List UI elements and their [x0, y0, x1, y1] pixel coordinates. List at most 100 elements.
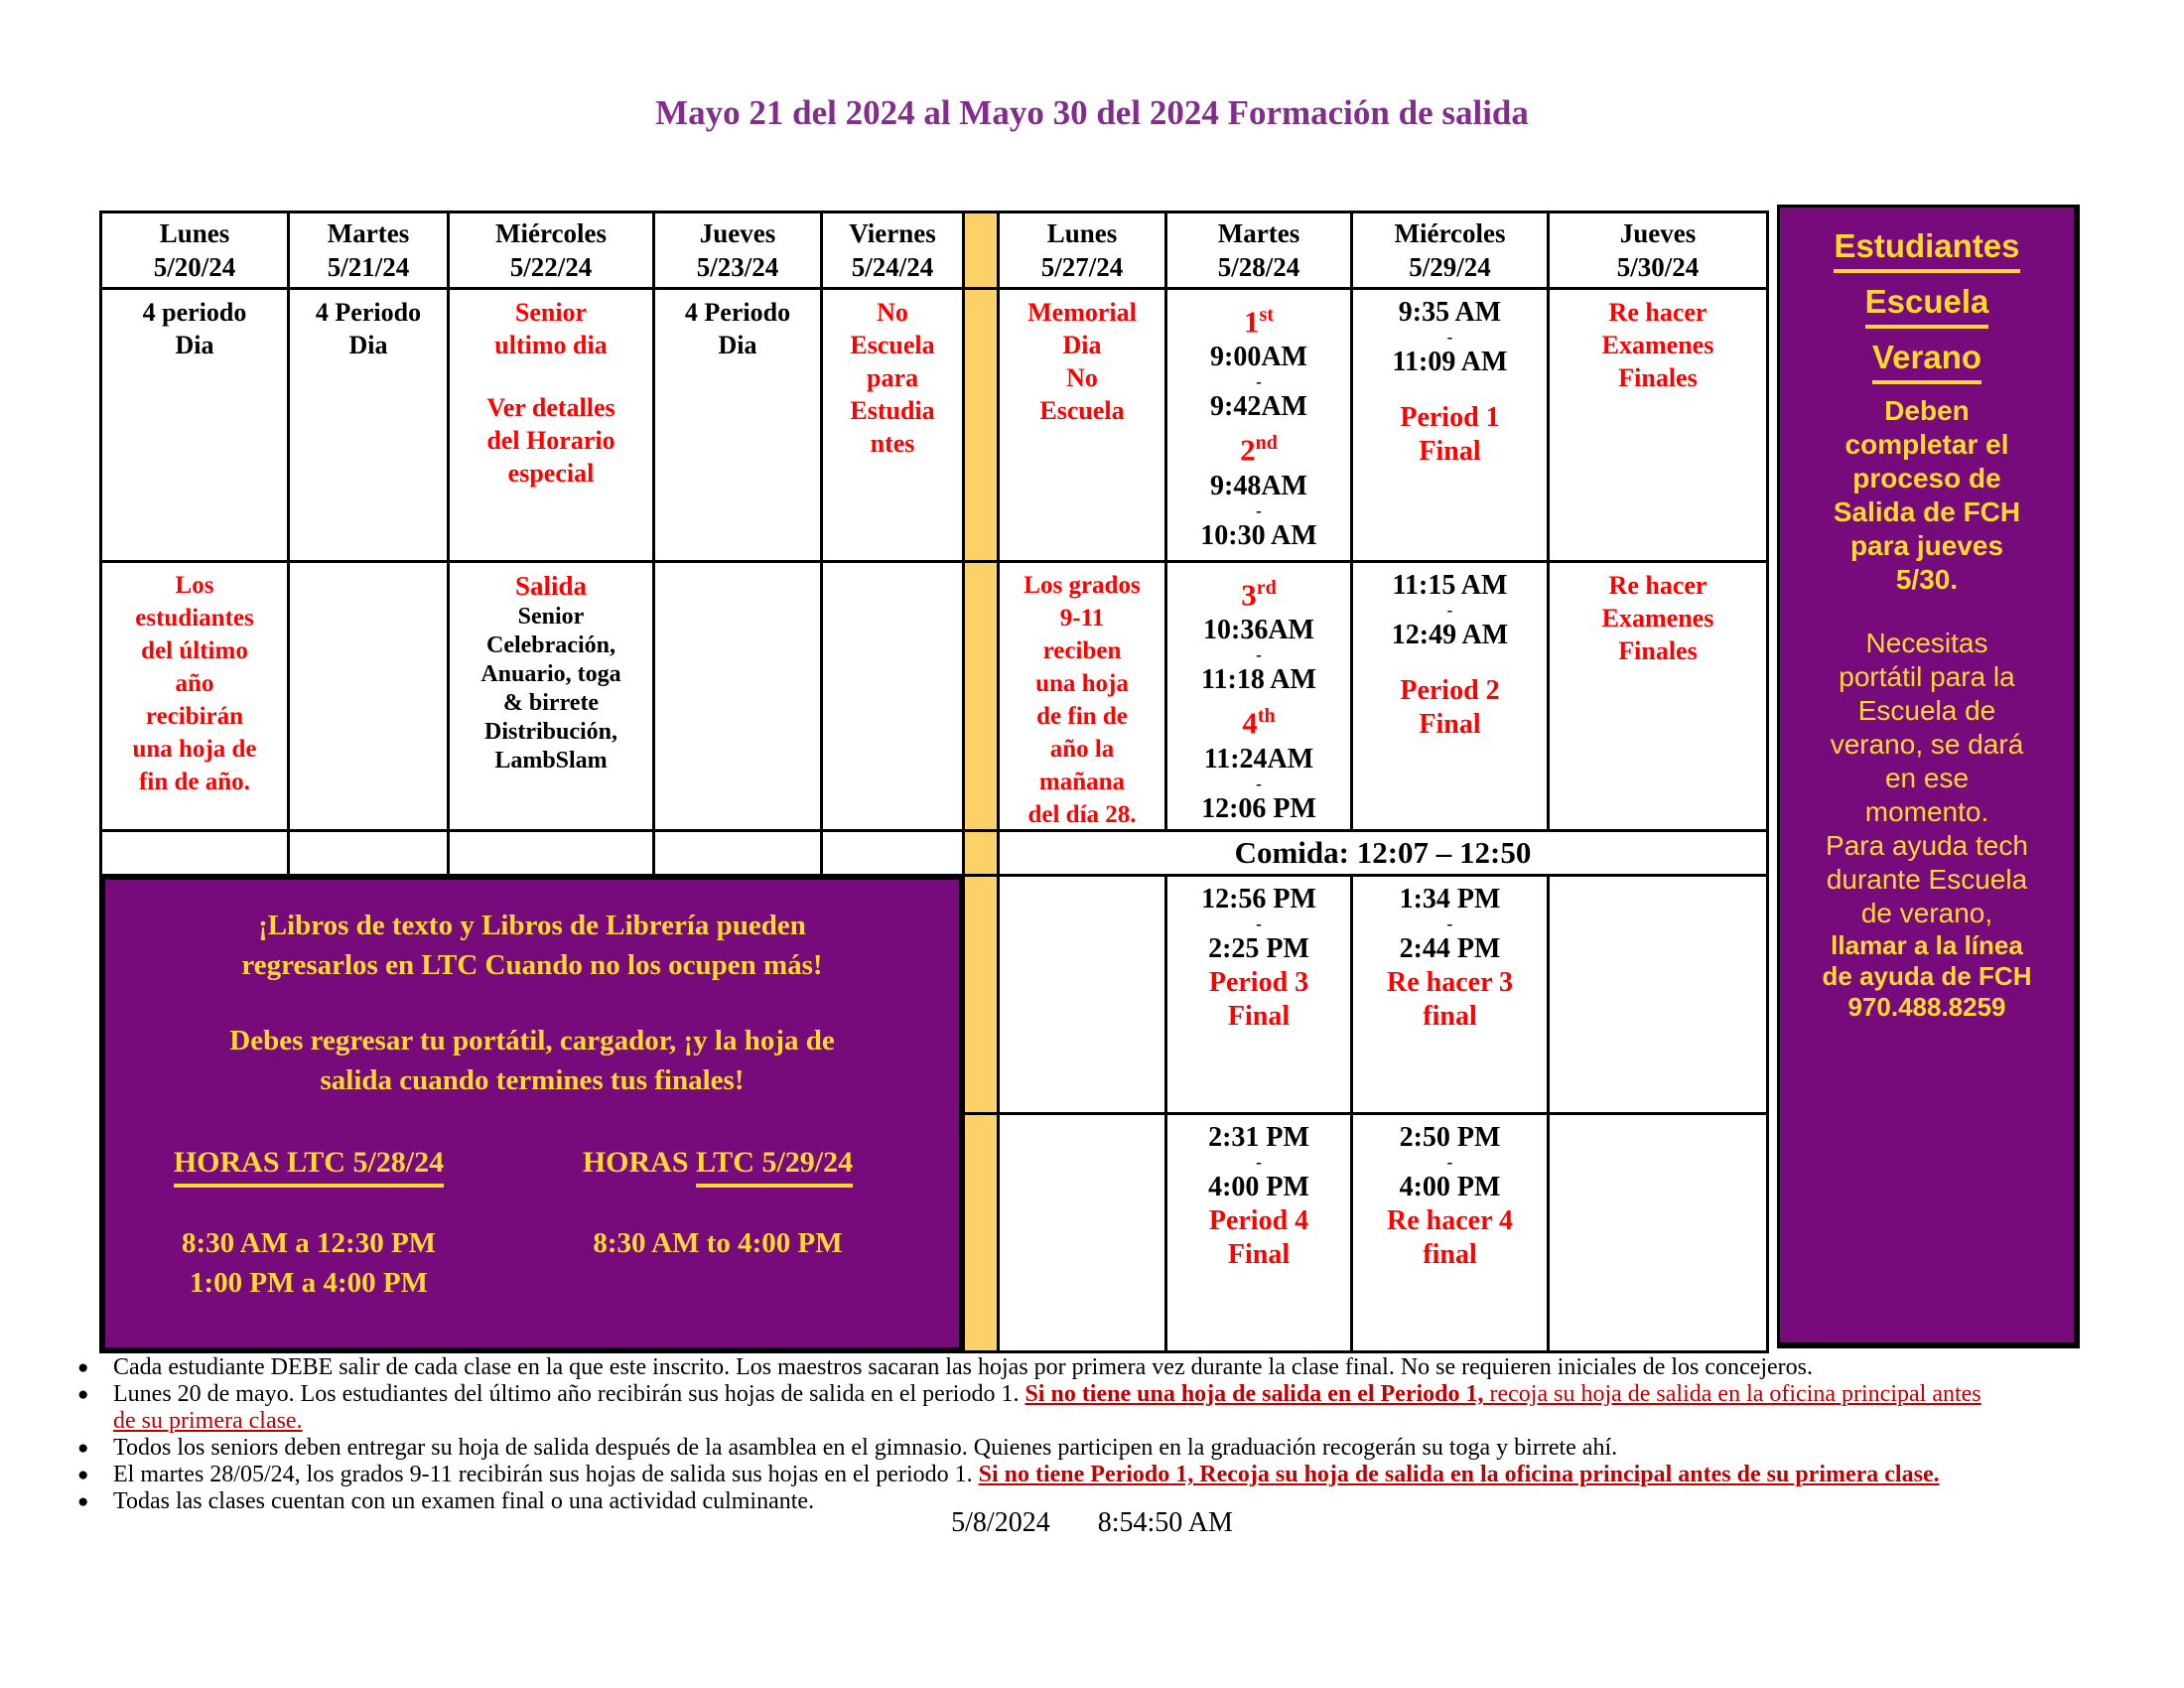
header-cell-thu30: Jueves 5/30/24: [1550, 213, 1766, 287]
cell-line: Final: [1419, 709, 1481, 740]
bullet-marker: ●: [77, 1438, 89, 1459]
cell-line: Dia: [175, 331, 214, 359]
bullet-text: El martes 28/05/24, los grados 9-11 reci…: [113, 1462, 1940, 1487]
cell-line: Re hacer: [1608, 298, 1707, 327]
comida-cell: Comida: 12:07 – 12:50: [1000, 832, 1766, 874]
cell-wed22-salida: Salida Senior Celebración, Anuario, toga…: [450, 563, 652, 829]
time-value: 2:31 PM: [1208, 1122, 1309, 1153]
cell-empty: [655, 563, 820, 829]
cell-mon27-grados: Los grados 9-11 reciben una hoja de fin …: [1000, 563, 1164, 829]
ltc-info-block: ¡Libros de texto y Libros de Librería pu…: [102, 877, 962, 1350]
text-line: Debes regresar tu portátil, cargador, ¡y…: [229, 1025, 835, 1056]
panel-tech-help-paragraph: Para ayuda tech durante Escuela de veran…: [1780, 829, 2074, 930]
period-ordinal: 1st: [1244, 304, 1274, 340]
comida-text: Comida: 12:07 – 12:50: [1234, 835, 1532, 870]
text-line: ¡Libros de texto y Libros de Librería pu…: [258, 910, 806, 941]
bullet-text: Cada estudiante DEBE salir de cada clase…: [113, 1354, 1813, 1380]
cell-wed29-period1-final: 9:35 AM - 11:09 AM Period 1 Final: [1353, 290, 1547, 560]
cell-line: Final: [1419, 436, 1481, 467]
period-ordinal: 2nd: [1240, 432, 1278, 468]
text-line: completar el: [1844, 429, 2009, 460]
time-value: 11:18 AM: [1201, 664, 1316, 696]
ltc-hours-times: 8:30 AM to 4:00 PM: [544, 1223, 891, 1263]
text-line: para jueves: [1849, 530, 2004, 561]
header-cell-mon20: Lunes 5/20/24: [102, 213, 287, 287]
text-line: momento.: [1864, 796, 1989, 827]
header-cell-wed29: Miércoles 5/29/24: [1353, 213, 1547, 287]
bullet-item: ● Cada estudiante DEBE salir de cada cla…: [71, 1354, 2118, 1381]
panel-checkout-paragraph: Deben completar el proceso de Salida de …: [1780, 394, 2074, 597]
panel-spacer: [1780, 597, 2074, 627]
cell-line: Re hacer 3: [1387, 967, 1513, 998]
cell-empty: [1550, 1115, 1766, 1350]
panel-title-line: Escuela: [1780, 283, 2074, 329]
cell-wed29-period2-final: 11:15 AM - 12:49 AM Period 2 Final: [1353, 563, 1547, 829]
time-value: 10:30 AM: [1200, 519, 1317, 551]
cell-line: Examenes: [1601, 331, 1714, 359]
text-line: proceso de: [1852, 463, 2001, 493]
time-range-dash: -: [1256, 645, 1262, 665]
phone-number: 970.488.8259: [1847, 992, 2006, 1022]
cell-empty: [655, 832, 820, 874]
cell-wed29-rehacer4: 2:50 PM - 4:00 PM Re hacer 4 final: [1353, 1115, 1547, 1350]
text-line: regresarlos en LTC Cuando no los ocupen …: [241, 949, 823, 981]
bullet-text: Todos los seniors deben entregar su hoja…: [113, 1435, 1618, 1461]
cell-tue21-4periodo: 4 Periodo Dia: [290, 290, 447, 560]
cell-line: Finales: [1618, 363, 1698, 392]
cell-tue28-periods-1-2: 1st 9:00AM - 9:42AM 2nd 9:48AM - 10:30 A…: [1167, 290, 1350, 560]
date-label: 5/27/24: [1040, 252, 1124, 282]
time-value: 2:25 PM: [1208, 933, 1309, 964]
cell-line: año: [175, 670, 214, 697]
day-label: Miércoles: [1394, 218, 1506, 248]
date-label: 5/23/24: [696, 252, 779, 282]
day-label: Martes: [327, 218, 410, 248]
ltc-hours-times: 8:30 AM a 12:30 PM 1:00 PM a 4:00 PM: [135, 1223, 482, 1303]
time-range-dash: -: [1256, 1153, 1262, 1172]
cell-empty: [1550, 877, 1766, 1112]
cell-line: Period 1: [1400, 402, 1500, 433]
cell-line: estudiantes: [135, 605, 254, 632]
header-cell-mon27: Lunes 5/27/24: [1000, 213, 1164, 287]
bullet-item: ● El martes 28/05/24, los grados 9-11 re…: [71, 1462, 2118, 1488]
cell-line: 4 Periodo: [684, 298, 791, 327]
separator-cell: [965, 290, 997, 560]
cell-line: año la: [1049, 736, 1115, 763]
footer-timestamp: 5/8/2024 8:54:50 AM: [0, 1507, 2184, 1539]
cell-line: del último: [141, 637, 248, 664]
cell-line: Examenes: [1601, 604, 1714, 633]
time-range-dash: -: [1446, 601, 1453, 620]
text-line: Salida de FCH: [1833, 496, 2021, 527]
cell-line: No: [1066, 363, 1098, 392]
cell-tue28-periods-3-4: 3rd 10:36AM - 11:18 AM 4th 11:24AM - 12:…: [1167, 563, 1350, 829]
separator-cell: [965, 877, 997, 1112]
cell-line: Salida: [514, 571, 588, 601]
cell-line: Senior: [517, 604, 585, 630]
time-value: 1:34 PM: [1399, 884, 1501, 914]
cell-line: 4 Periodo: [315, 298, 422, 327]
day-label: Lunes: [159, 218, 230, 248]
cell-line: Escuela: [850, 331, 935, 359]
summer-school-panel: Estudiantes Escuela Verano Deben complet…: [1777, 205, 2080, 1348]
text-line: de ayuda de FCH: [1822, 961, 2032, 991]
text-line: 8:30 AM to 4:00 PM: [593, 1227, 843, 1259]
cell-line: No: [877, 298, 908, 327]
day-label: Jueves: [1619, 218, 1697, 248]
cell-mon27-memorial: Memorial Dia No Escuela: [1000, 290, 1164, 560]
cell-line: mañana: [1038, 769, 1126, 795]
cell-line: final: [1423, 1239, 1477, 1270]
cell-line: Los: [175, 572, 214, 599]
day-label: Lunes: [1046, 218, 1118, 248]
cell-line: fin de año.: [139, 769, 250, 795]
cell-line: una hoja de: [132, 736, 257, 763]
time-value: 4:00 PM: [1399, 1172, 1501, 1202]
cell-fri24-no-escuela: No Escuela para Estudia ntes: [823, 290, 962, 560]
day-label: Martes: [1217, 218, 1300, 248]
header-cell-tue21: Martes 5/21/24: [290, 213, 447, 287]
bullet-text: Lunes 20 de mayo. Los estudiantes del úl…: [113, 1381, 1981, 1434]
separator-cell: [965, 832, 997, 874]
date-label: 5/24/24: [851, 252, 934, 282]
time-value: 12:49 AM: [1391, 620, 1509, 650]
cell-thu30-rehacer: Re hacer Examenes Finales: [1550, 290, 1766, 560]
cell-line: Los grados: [1024, 572, 1141, 599]
panel-title-line: Estudiantes: [1780, 227, 2074, 273]
